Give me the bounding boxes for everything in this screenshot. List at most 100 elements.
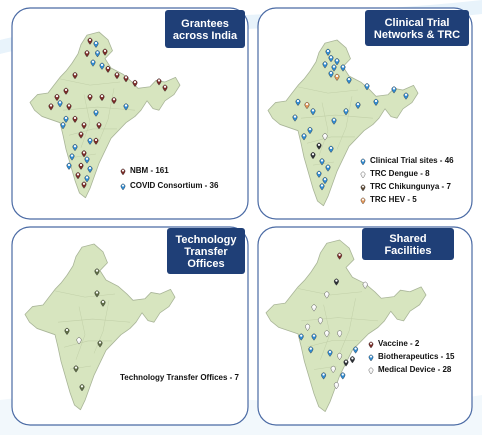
map-marker-blue	[328, 145, 334, 153]
map-marker-maroon	[87, 37, 93, 45]
map-marker-white	[317, 317, 323, 325]
map-marker-blue	[328, 54, 334, 63]
panel-title-line: Shared	[389, 233, 426, 245]
map-marker-white	[305, 323, 311, 331]
map-marker-blue	[95, 50, 100, 58]
map-marker-white	[337, 330, 343, 338]
marker-blue-icon	[360, 158, 366, 166]
map-marker-blue	[331, 64, 337, 72]
map-marker-blue	[340, 64, 346, 72]
map-marker-maroon	[87, 93, 93, 102]
legend-label: NBM - 161	[130, 166, 169, 175]
map-marker-maroon	[66, 103, 72, 111]
map-marker-maroon	[63, 87, 69, 95]
marker-white-icon	[360, 171, 366, 179]
map-marker-blue	[87, 165, 93, 174]
marker-maroon-icon	[120, 168, 126, 176]
map-marker-maroon	[337, 252, 343, 260]
map-marker-blue	[325, 164, 331, 172]
india-map	[29, 31, 181, 199]
panel-title-box	[365, 10, 469, 46]
map-marker-dark	[310, 151, 316, 160]
map-marker-blue	[295, 98, 301, 106]
panel-title-box	[165, 10, 245, 48]
map-marker-blue	[322, 61, 328, 69]
marker-blue-icon	[120, 183, 126, 191]
map-marker-olive	[94, 290, 100, 298]
india-map	[24, 243, 176, 411]
map-marker-blue	[84, 175, 90, 183]
map-marker-dark	[333, 278, 339, 286]
map-marker-blue	[331, 117, 337, 125]
map-marker-blue	[327, 349, 333, 357]
legend-label: Vaccine - 2	[378, 339, 420, 348]
map-marker-white	[333, 381, 339, 390]
legend-label: Technology Transfer Offices - 7	[120, 373, 240, 382]
panel-title-line: Facilities	[384, 245, 431, 257]
map-marker-blue	[99, 62, 105, 70]
map-marker-orange	[304, 101, 310, 110]
marker-dark-icon	[360, 184, 366, 192]
panel-title-line: Offices	[187, 258, 224, 270]
map-marker-olive	[79, 384, 85, 392]
map-marker-white	[362, 281, 368, 289]
marker-maroon-icon	[368, 341, 374, 349]
map-marker-blue	[346, 76, 352, 85]
map-marker-maroon	[156, 78, 162, 86]
map-marker-blue	[403, 92, 409, 100]
map-marker-blue	[321, 372, 327, 380]
map-marker-dark	[343, 359, 349, 367]
map-marker-white	[324, 330, 330, 338]
map-marker-maroon	[96, 122, 102, 130]
legend-label: Clinical Trial sites - 46	[370, 156, 454, 165]
map-marker-blue	[307, 126, 313, 135]
map-marker-maroon	[72, 115, 78, 124]
map-marker-maroon	[48, 103, 54, 111]
map-marker-blue	[353, 346, 359, 354]
map-marker-blue	[63, 115, 69, 124]
legend-label: TRC Chikungunya - 7	[370, 182, 451, 191]
map-marker-white	[330, 365, 336, 374]
panel-title-line: Transfer	[184, 246, 228, 258]
marker-orange-icon	[360, 197, 366, 205]
map-marker-blue	[325, 48, 331, 56]
map-marker-blue	[60, 122, 66, 130]
map-marker-dark	[316, 142, 322, 150]
map-marker-blue	[123, 103, 129, 111]
panel-title-box	[362, 228, 454, 260]
map-marker-blue	[319, 183, 325, 191]
map-marker-blue	[298, 333, 304, 341]
map-marker-maroon	[81, 181, 87, 189]
panel-title-line: Clinical Trial	[385, 17, 450, 29]
map-marker-blue	[311, 333, 317, 341]
map-marker-blue	[308, 346, 314, 354]
map-marker-maroon	[111, 96, 117, 105]
map-marker-blue	[301, 133, 307, 141]
map-marker-blue	[364, 83, 370, 91]
legend-label: COVID Consortium - 36	[130, 181, 219, 190]
map-marker-maroon	[84, 50, 90, 58]
india-map	[267, 39, 419, 207]
map-marker-blue	[93, 40, 99, 48]
map-marker-blue	[72, 143, 78, 152]
map-marker-maroon	[81, 150, 87, 158]
legend-label: Biotherapeutics - 15	[378, 352, 455, 361]
panel-title-line: across India	[173, 30, 238, 42]
map-marker-blue	[90, 59, 96, 67]
map-marker-maroon	[81, 122, 87, 130]
map-marker-blue	[373, 98, 379, 106]
map-marker-maroon	[99, 93, 105, 102]
map-marker-white	[322, 133, 328, 141]
map-marker-orange	[334, 73, 340, 81]
map-marker-maroon	[78, 162, 84, 170]
map-marker-blue	[355, 101, 361, 110]
map-marker-blue	[69, 153, 75, 161]
map-marker-white	[76, 337, 82, 345]
map-marker-maroon	[72, 71, 78, 80]
map-marker-dark	[349, 356, 355, 364]
map-marker-blue	[328, 70, 334, 78]
map-marker-maroon	[102, 48, 108, 56]
marker-blue-icon	[368, 354, 374, 362]
panel-title-box	[167, 228, 245, 274]
